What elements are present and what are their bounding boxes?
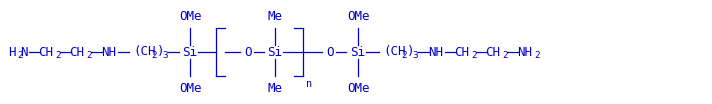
Text: 3: 3 (412, 51, 418, 59)
Text: O: O (326, 46, 334, 58)
Text: CH: CH (454, 46, 469, 58)
Text: NH: NH (102, 46, 117, 58)
Text: H: H (9, 46, 16, 58)
Text: OMe: OMe (347, 9, 370, 22)
Text: ): ) (407, 46, 414, 58)
Text: Me: Me (268, 82, 283, 95)
Text: Si: Si (350, 46, 365, 58)
Text: NH: NH (429, 46, 444, 58)
Text: CH: CH (486, 46, 501, 58)
Text: OMe: OMe (347, 82, 370, 95)
Text: (CH: (CH (383, 46, 406, 58)
Text: CH: CH (38, 46, 53, 58)
Text: 2: 2 (86, 51, 92, 59)
Text: CH: CH (70, 46, 85, 58)
Text: Me: Me (268, 9, 283, 22)
Text: 2: 2 (151, 51, 157, 59)
Text: 2: 2 (502, 51, 508, 59)
Text: 2: 2 (55, 51, 61, 59)
Text: 2: 2 (401, 51, 407, 59)
Text: NH: NH (518, 46, 533, 58)
Text: 2: 2 (17, 51, 23, 59)
Text: (CH: (CH (133, 46, 155, 58)
Text: ): ) (157, 46, 164, 58)
Text: O: O (244, 46, 252, 58)
Text: Si: Si (182, 46, 197, 58)
Text: OMe: OMe (179, 9, 201, 22)
Text: N: N (20, 46, 28, 58)
Text: Si: Si (268, 46, 283, 58)
Text: 2: 2 (534, 51, 540, 59)
Text: 2: 2 (471, 51, 476, 59)
Text: n: n (306, 79, 312, 89)
Text: OMe: OMe (179, 82, 201, 95)
Text: 3: 3 (162, 51, 167, 59)
